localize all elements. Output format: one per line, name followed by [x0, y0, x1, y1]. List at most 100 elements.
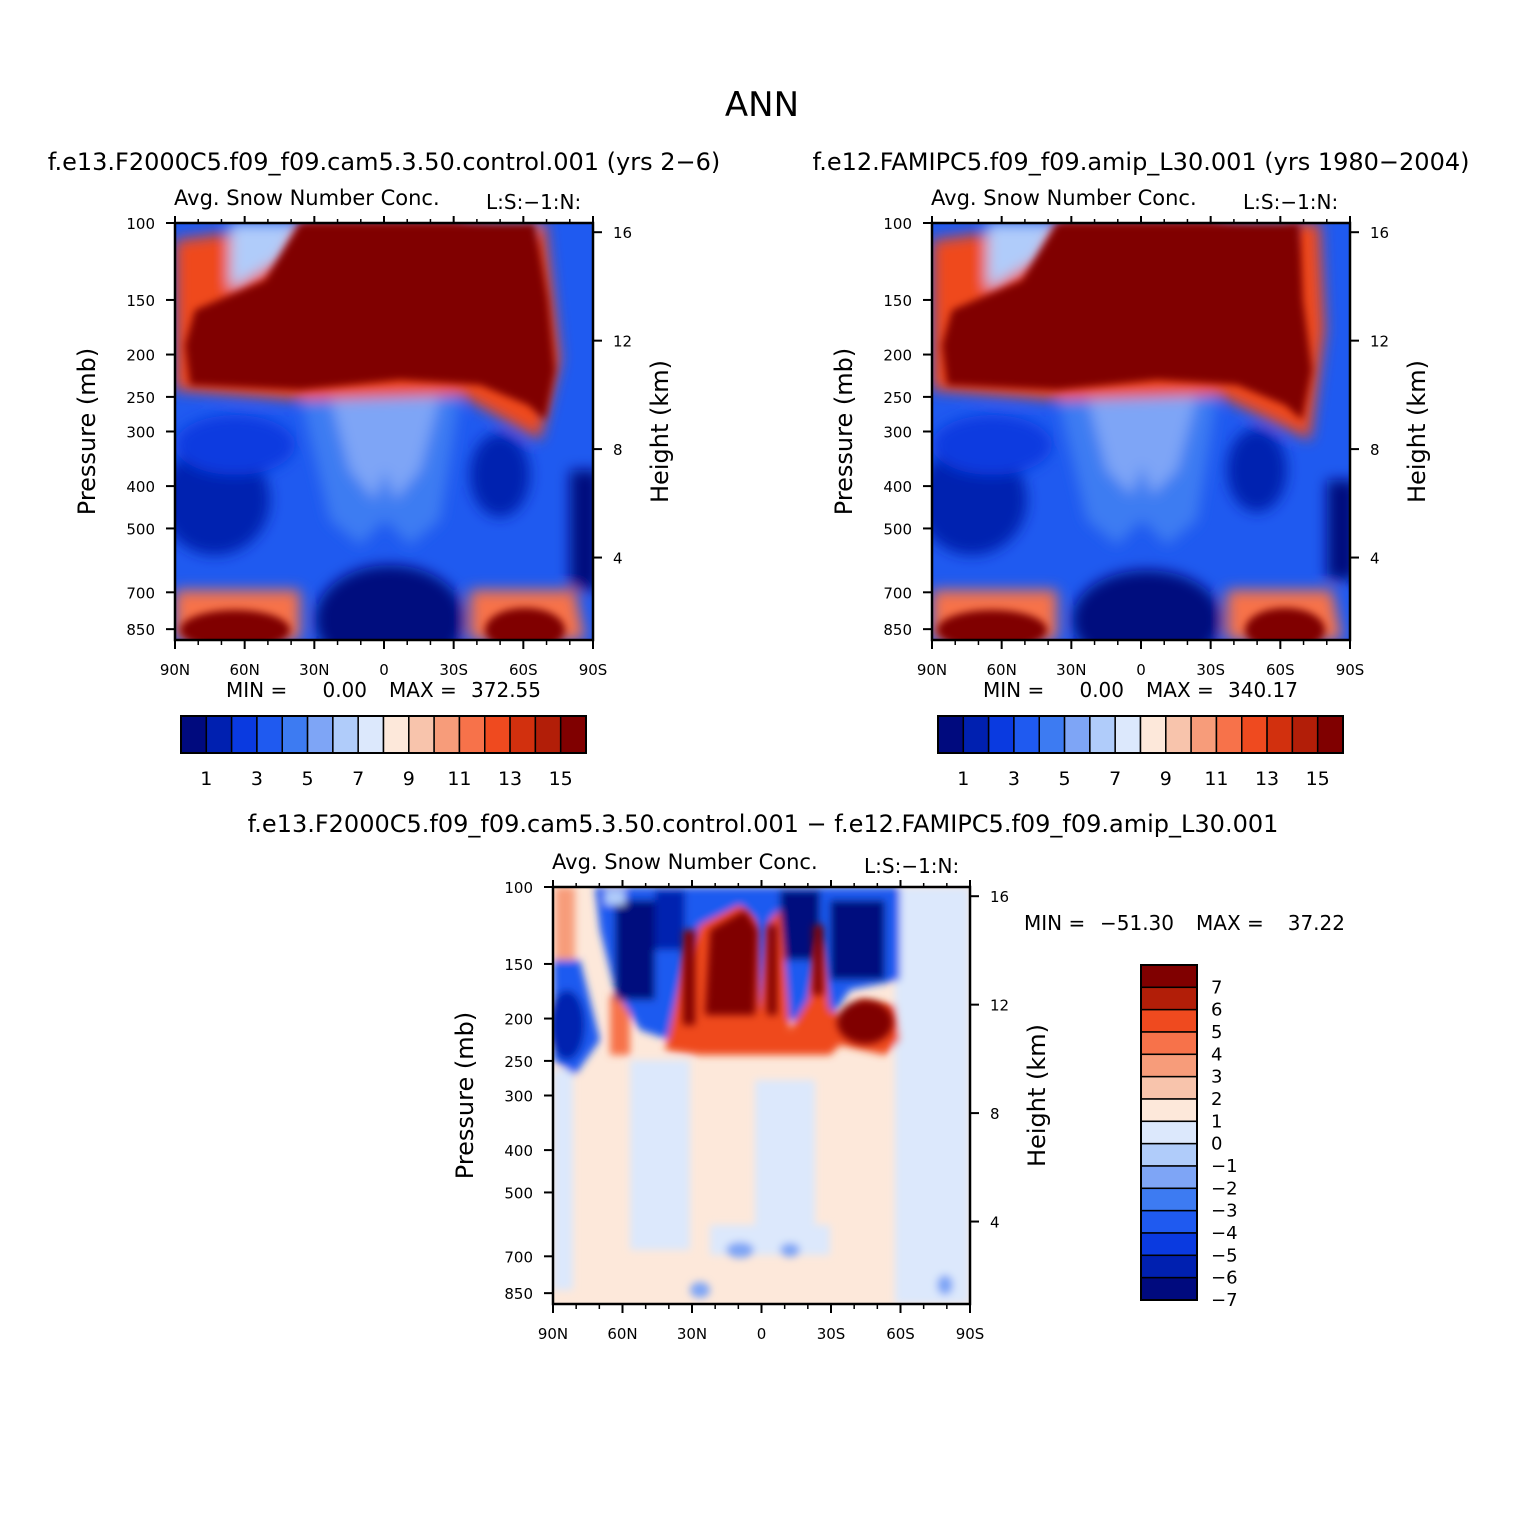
colorbar-box — [1089, 715, 1116, 754]
colorbar-label: 7 — [352, 768, 364, 790]
contour-pos-core-1 — [683, 930, 695, 1025]
colorbar-label: −3 — [1211, 1201, 1238, 1222]
contour-neg-band-south — [895, 887, 970, 1304]
y-tick-label: 850 — [504, 1285, 533, 1303]
colorbar-box — [230, 715, 258, 754]
colorbar-label: 11 — [447, 768, 471, 790]
y-right-tick-label: 8 — [990, 1105, 1000, 1123]
colorbar-box — [1190, 715, 1218, 754]
y-tick-label: 300 — [883, 424, 912, 442]
y-axis-label: Pressure (mb) — [73, 348, 101, 515]
y-right-tick-label: 12 — [613, 333, 632, 351]
x-tick-label: 0 — [1136, 661, 1146, 679]
contour-pos-core-5 — [837, 1000, 893, 1044]
colorbar-label: 5 — [1059, 768, 1071, 790]
y-tick-label: 150 — [883, 292, 912, 310]
min-label: MIN = — [983, 678, 1044, 702]
colorbar-label: 15 — [1306, 768, 1330, 790]
colorbar-box — [458, 715, 486, 754]
y-tick-label: 250 — [126, 389, 155, 407]
x-tick-label: 30S — [439, 661, 468, 679]
colorbar-box — [433, 715, 461, 754]
y-right-tick-label: 4 — [1370, 550, 1380, 568]
colorbar-amip: 1 3 5 7 9 11 13 15 — [937, 715, 1344, 790]
colorbar-box — [180, 715, 208, 754]
y-tick-label: 250 — [504, 1053, 533, 1071]
y-tick-label: 100 — [126, 215, 155, 233]
x-tick-label: 30S — [817, 1325, 846, 1343]
contour-pos-core-4 — [813, 925, 823, 995]
contour-neg-spot — [690, 1282, 710, 1298]
contour-tropics-inner — [330, 395, 440, 500]
colorbar-box — [962, 715, 990, 754]
y-axis-label: Pressure (mb) — [451, 1012, 479, 1179]
y-right-tick-label: 16 — [990, 888, 1009, 906]
axes-control: 90N 60N 30N 0 30S 60S 90S 100 150 200 250 300 400 500… — [73, 215, 674, 679]
colorbar-label: −2 — [1211, 1178, 1238, 1199]
y-tick-label: 250 — [883, 389, 912, 407]
colorbar-frame — [180, 715, 587, 754]
colorbar-box — [1140, 1187, 1198, 1212]
colorbar-box — [1038, 715, 1066, 754]
contour-mid-north — [175, 415, 295, 475]
contour-tropics-inner — [1087, 395, 1197, 495]
y-tick-label: 100 — [883, 215, 912, 233]
contour-low-south-core — [485, 608, 565, 640]
y-tick-label: 200 — [126, 347, 155, 365]
colorbar-control: 1 3 5 7 9 11 13 15 — [180, 715, 587, 790]
x-tick-label: 60S — [1266, 661, 1295, 679]
y-tick-label: 700 — [126, 584, 155, 602]
y-tick-label: 150 — [504, 956, 533, 974]
min-value: 0.00 — [1079, 678, 1124, 702]
y-right-tick-label: 12 — [990, 997, 1009, 1015]
colorbar-label: 3 — [1008, 768, 1020, 790]
colorbar-label: 7 — [1109, 768, 1121, 790]
y-right-tick-label: 16 — [1370, 224, 1389, 242]
x-tick-label: 90S — [1336, 661, 1365, 679]
colorbar-frame — [937, 715, 1344, 754]
contour-neg-spot — [726, 1242, 754, 1258]
contour-neg-band-2 — [755, 1080, 815, 1230]
contour-neg-upper-2 — [655, 890, 685, 950]
y-right-axis-label: Height (km) — [1023, 1024, 1051, 1167]
x-tick-label: 30S — [1196, 661, 1225, 679]
y-right-tick-label: 8 — [613, 441, 623, 459]
colorbar-box — [1140, 964, 1198, 989]
min-value: 0.00 — [322, 678, 367, 702]
x-tick-label: 90S — [579, 661, 608, 679]
y-right-tick-label: 8 — [1370, 441, 1380, 459]
panel-title: Avg. Snow Number Conc. — [931, 186, 1197, 210]
x-tick-label: 0 — [379, 661, 389, 679]
colorbar-box — [1140, 1098, 1198, 1123]
y-tick-label: 400 — [126, 478, 155, 496]
colorbar-label: 13 — [1255, 768, 1279, 790]
colorbar-box — [1140, 1254, 1198, 1279]
panel-title: Avg. Snow Number Conc. — [552, 850, 818, 874]
contour-field — [175, 223, 593, 640]
contour-low-north-core — [937, 610, 1047, 640]
colorbar-box — [1140, 1053, 1198, 1078]
colorbar-label: 11 — [1204, 768, 1228, 790]
contour-low-north-core — [180, 610, 290, 640]
contour-pole-south — [1327, 480, 1350, 580]
y-tick-label: 300 — [126, 424, 155, 442]
x-tick-label: 60S — [886, 1325, 915, 1343]
max-label: MAX = — [389, 678, 457, 702]
colorbar-box — [357, 715, 385, 754]
x-tick-label: 0 — [757, 1325, 767, 1343]
y-tick-label: 200 — [883, 347, 912, 365]
colorbar-label: 9 — [1160, 768, 1172, 790]
contour-neg-north-core — [553, 990, 585, 1060]
panel-right-label: L:S:−1:N: — [864, 854, 959, 878]
contour-field — [553, 887, 970, 1304]
y-tick-label: 400 — [883, 478, 912, 496]
colorbar-label: 5 — [1211, 1022, 1222, 1043]
x-tick-label: 60N — [607, 1325, 637, 1343]
colorbar-label: 2 — [1211, 1089, 1222, 1110]
y-tick-label: 150 — [126, 292, 155, 310]
contour-low-eq — [1072, 570, 1222, 640]
y-right-tick-label: 12 — [1370, 333, 1389, 351]
colorbar-box — [1140, 1120, 1198, 1145]
y-tick-label: 700 — [883, 584, 912, 602]
max-label: MAX = — [1196, 911, 1264, 935]
